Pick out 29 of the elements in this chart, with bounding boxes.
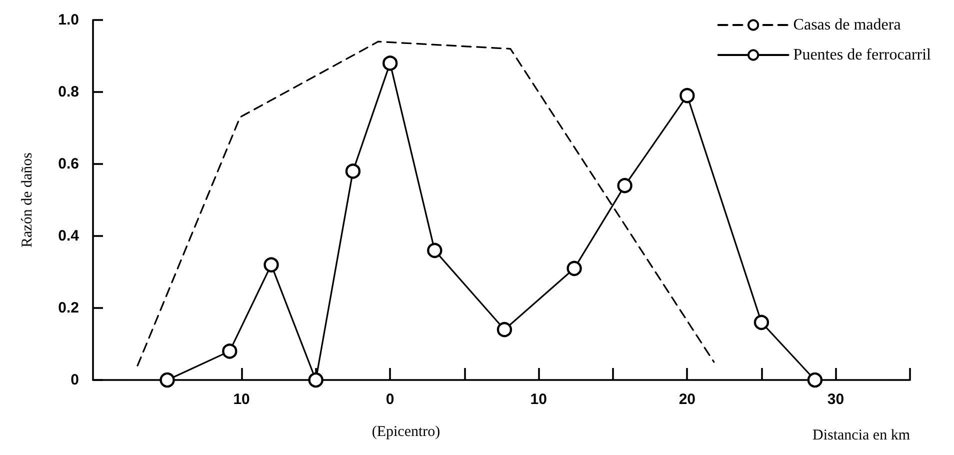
- text: (Epicentro): [372, 424, 440, 440]
- y-axis-title: Razón de daños: [20, 152, 36, 248]
- x-tick-label: 10: [530, 391, 547, 408]
- y-tick-label: 1.0: [58, 12, 79, 28]
- point: [345, 164, 361, 179]
- point: [382, 56, 398, 71]
- point: [807, 372, 823, 388]
- point: [308, 372, 324, 388]
- y-tick-label: 0.8: [58, 84, 79, 100]
- x-tick-label: 10: [233, 391, 250, 408]
- point: [160, 372, 175, 388]
- point: [617, 178, 632, 194]
- y-tick-label: 0.2: [58, 300, 79, 316]
- legend-label: Casas de madera: [793, 16, 901, 34]
- legend-label: Puentes de ferrocarril: [793, 46, 932, 64]
- y-tick-label: 0: [70, 372, 79, 388]
- x-tick-label: 0: [386, 391, 394, 408]
- point: [264, 257, 279, 272]
- x-tick-label: 20: [678, 391, 696, 408]
- point: [566, 260, 582, 276]
- point: [754, 314, 770, 330]
- y-tick-label: 0.6: [58, 156, 79, 172]
- point: [496, 322, 512, 338]
- y-tick-label: 0.4: [58, 228, 80, 244]
- point: [222, 344, 238, 359]
- x-tick-label: 30: [827, 391, 844, 408]
- point: [680, 88, 695, 104]
- x-axis-title: Distancia en km: [812, 428, 910, 444]
- point: [427, 242, 442, 258]
